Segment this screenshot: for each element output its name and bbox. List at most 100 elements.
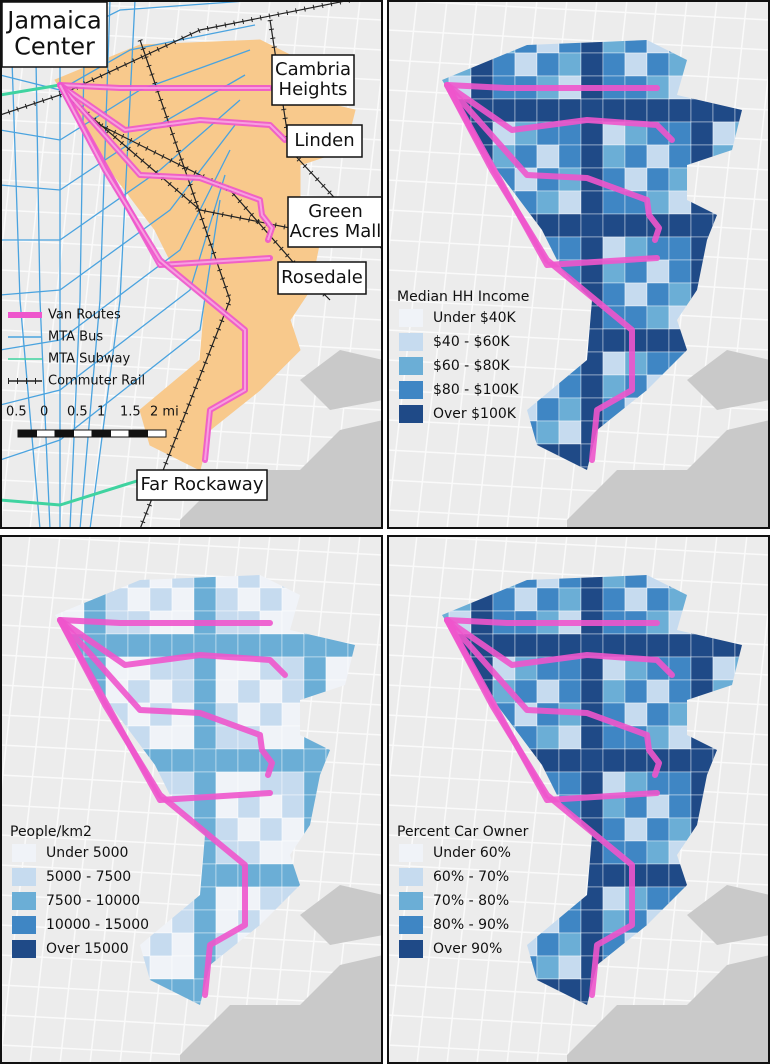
tract <box>624 259 648 284</box>
map-panel: People/km2 Under 5000 5000 - 7500 7500 - 10… <box>0 535 383 1064</box>
tract <box>624 144 648 169</box>
place-label-box <box>277 261 367 295</box>
street <box>387 535 418 807</box>
tract <box>624 702 648 727</box>
tract <box>668 144 692 169</box>
tract <box>536 397 560 422</box>
tract <box>536 144 560 169</box>
tract <box>536 955 560 980</box>
tract <box>602 328 626 353</box>
bus-line <box>34 0 51 529</box>
tract <box>580 587 604 612</box>
place-label-box <box>287 196 383 248</box>
tract <box>602 817 626 842</box>
tract <box>602 213 626 238</box>
tract <box>602 725 626 750</box>
tract <box>149 955 173 980</box>
tract <box>171 932 195 957</box>
scale-bar <box>128 429 148 438</box>
street <box>387 864 770 886</box>
tract <box>624 748 648 773</box>
tract <box>259 840 283 865</box>
street <box>0 329 383 351</box>
street <box>0 535 61 1064</box>
place-label-box <box>286 124 363 158</box>
scale-label: 2 mi <box>150 405 179 420</box>
map-panel: Median HH Income Under $40K $40 - $60K $60 … <box>387 0 770 529</box>
tract <box>536 167 560 192</box>
tract <box>215 817 239 842</box>
water <box>180 885 383 1064</box>
panel-border <box>0 0 383 529</box>
tract <box>646 633 670 658</box>
tract <box>259 633 283 658</box>
legend-swatch <box>12 916 36 934</box>
tract <box>668 259 692 284</box>
tract <box>325 656 349 681</box>
tract <box>646 98 670 123</box>
legend-swatch <box>399 333 423 351</box>
tract <box>668 794 692 819</box>
tract <box>624 98 648 123</box>
scale-bar <box>91 429 111 438</box>
street <box>686 535 748 1064</box>
legend-label: 7500 - 10000 <box>46 893 140 909</box>
tract <box>602 886 626 911</box>
street <box>387 299 770 321</box>
tract <box>602 748 626 773</box>
tract <box>215 771 239 796</box>
legend-label: Over 15000 <box>46 941 129 957</box>
tract <box>734 633 742 658</box>
tract <box>193 656 217 681</box>
street <box>387 564 770 586</box>
tract <box>514 633 538 658</box>
van-route <box>444 82 662 243</box>
tract <box>602 679 626 704</box>
tract <box>281 679 305 704</box>
tract <box>149 679 173 704</box>
panel-border <box>387 0 770 529</box>
legend-swatch <box>399 309 423 327</box>
tract <box>602 236 626 261</box>
tract <box>624 213 648 238</box>
van-route <box>444 82 635 463</box>
legend-label: 70% - 80% <box>433 893 509 909</box>
legend-label: 5000 - 7500 <box>46 869 131 885</box>
tract <box>514 52 538 77</box>
tract <box>668 748 692 773</box>
tract <box>580 656 604 681</box>
legend-label: $40 - $60K <box>433 334 510 350</box>
tract <box>668 633 692 658</box>
van-route-core <box>59 84 270 89</box>
tract <box>281 817 305 842</box>
tract <box>259 817 283 842</box>
legend-swatch <box>399 405 423 423</box>
scale-label: 0.5 <box>6 405 27 420</box>
street <box>387 0 448 529</box>
tract <box>580 679 604 704</box>
tract <box>602 52 626 77</box>
tract <box>624 679 648 704</box>
tract <box>624 282 648 307</box>
street <box>387 0 770 21</box>
tract <box>580 213 604 238</box>
street <box>0 535 383 556</box>
legend-swatch <box>12 940 36 958</box>
tract <box>712 656 736 681</box>
bus-line <box>9 0 41 529</box>
tract <box>237 863 261 888</box>
tract <box>602 351 626 376</box>
tract <box>127 633 151 658</box>
street <box>387 0 418 272</box>
tract <box>580 144 604 169</box>
tract <box>171 587 195 612</box>
tract <box>580 52 604 77</box>
legend-swatch <box>399 868 423 886</box>
tract <box>193 725 217 750</box>
tract <box>215 886 239 911</box>
legend-swatch <box>399 844 423 862</box>
tract <box>646 282 670 307</box>
van-route-core <box>59 84 246 461</box>
scale-bar <box>17 429 37 438</box>
tract <box>602 144 626 169</box>
